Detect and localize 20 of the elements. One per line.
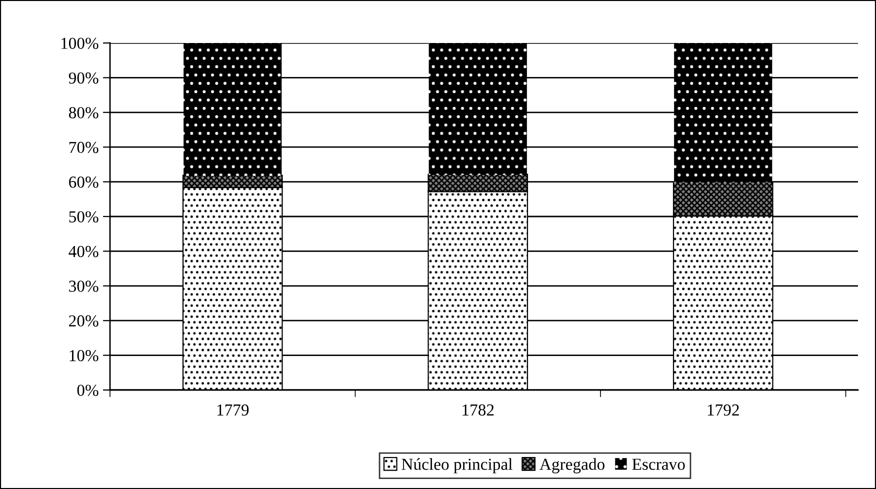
bar — [428, 43, 527, 175]
y-tick-label: 30% — [69, 280, 98, 292]
y-tick-label: 80% — [68, 107, 98, 118]
y-tick-label: 0% — [77, 384, 98, 396]
legend-label: Núcleo principal — [402, 458, 512, 474]
y-tick-label: 20% — [69, 315, 98, 327]
y-tick-label: 10% — [70, 350, 98, 362]
y-tick-label: 50% — [69, 211, 98, 222]
legend-label: Agregado — [540, 458, 604, 474]
y-tick-label: 70% — [69, 142, 98, 154]
x-tick-label: 1792 — [708, 404, 739, 416]
x-tick-label: 1782 — [462, 404, 494, 416]
bar — [674, 43, 772, 182]
y-tick-label: 40% — [68, 246, 98, 258]
y-tick-label: 100% — [61, 38, 98, 49]
bar — [184, 43, 282, 176]
x-tick-label: 1779 — [217, 404, 249, 416]
legend-label: Escravo — [632, 458, 685, 470]
y-tick-label: 60% — [69, 176, 98, 188]
y-tick-label: 90% — [68, 72, 98, 84]
